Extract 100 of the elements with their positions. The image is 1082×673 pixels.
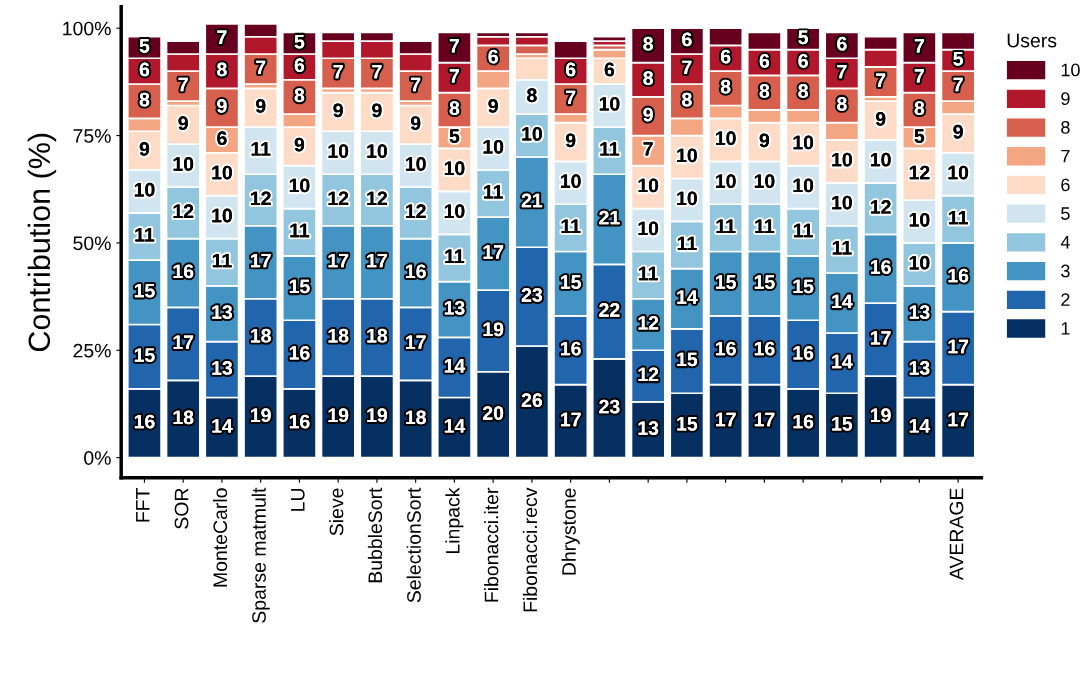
data-label: 9: [294, 137, 305, 152]
data-label: 12: [406, 204, 426, 218]
data-label: 12: [909, 165, 930, 180]
data-label: 11: [755, 219, 775, 233]
data-label: 15: [677, 352, 698, 367]
data-label: 17: [328, 253, 349, 268]
data-label: 15: [793, 279, 814, 294]
data-label: 12: [328, 191, 349, 206]
data-label: 10: [832, 152, 852, 167]
x-tick-label: Dhrystone: [561, 488, 580, 575]
y-tick-label: 50%: [73, 236, 111, 251]
data-label: 16: [173, 264, 194, 279]
data-label: 17: [716, 412, 736, 427]
data-label: 10: [909, 255, 930, 270]
x-tick-label: Fibonacci.iter: [484, 487, 499, 602]
data-label: 7: [217, 30, 227, 44]
data-label: 18: [328, 328, 349, 343]
data-label: 16: [561, 341, 581, 356]
data-label: 14: [832, 294, 853, 309]
data-label: 14: [832, 354, 853, 369]
data-label: 12: [251, 191, 271, 206]
data-label: 10: [134, 182, 155, 197]
data-label: 9: [178, 116, 188, 131]
data-label: 8: [449, 101, 460, 116]
data-label: 7: [449, 39, 459, 53]
legend-title: Users: [1007, 33, 1057, 48]
data-label: 17: [871, 331, 891, 345]
data-label: 16: [289, 346, 310, 360]
data-label: 11: [794, 223, 813, 238]
data-label: 17: [561, 412, 581, 427]
data-label: 14: [212, 419, 233, 433]
legend-label: 6: [1061, 178, 1070, 192]
data-label: 11: [251, 142, 271, 156]
legend-label: 5: [1061, 207, 1070, 220]
data-label: 20: [483, 406, 504, 420]
data-label: 10: [444, 161, 465, 176]
data-label: 18: [173, 410, 194, 425]
data-label: 6: [604, 62, 615, 77]
data-label: 14: [444, 419, 466, 433]
data-label: 17: [754, 412, 775, 427]
data-label: 8: [914, 101, 925, 116]
x-tick-label: Sparse matmult: [251, 487, 270, 623]
data-label: 17: [948, 412, 969, 427]
data-label: 12: [871, 200, 891, 214]
data-label: 6: [488, 49, 498, 64]
data-label: 10: [599, 96, 620, 111]
data-label: 10: [638, 221, 659, 236]
data-label: 7: [682, 60, 692, 75]
data-label: 10: [832, 195, 852, 210]
data-label: 11: [135, 228, 155, 242]
data-label: 15: [677, 417, 698, 431]
data-label: 7: [914, 69, 924, 83]
x-tick-label: Linpack: [445, 487, 464, 553]
data-label: 7: [411, 77, 421, 92]
data-label: 23: [521, 288, 543, 302]
data-label: 9: [875, 111, 886, 126]
data-label: 12: [638, 367, 659, 382]
data-label: 10: [522, 127, 542, 141]
data-label: 16: [948, 268, 969, 283]
data-label: 5: [139, 39, 150, 53]
x-tick-label: FFT: [136, 487, 150, 522]
data-label: 7: [333, 64, 343, 79]
data-label: 15: [561, 275, 581, 289]
data-label: 10: [716, 131, 736, 146]
data-label: 11: [484, 185, 503, 199]
data-label: 9: [333, 103, 343, 118]
data-label: 6: [217, 131, 227, 146]
data-label: 13: [638, 421, 659, 435]
data-label: 6: [294, 58, 305, 73]
legend-label: 3: [1061, 264, 1070, 278]
legend-label: 2: [1061, 293, 1070, 306]
data-label: 8: [294, 88, 305, 103]
x-tick-label: LU: [291, 489, 305, 511]
data-label: 10: [793, 135, 814, 150]
data-label: 7: [914, 39, 924, 53]
data-label: 9: [410, 116, 421, 131]
data-label: 14: [444, 359, 466, 373]
data-label: 14: [677, 290, 698, 304]
data-label: 17: [483, 245, 504, 259]
data-label: 11: [212, 253, 232, 268]
data-label: 10: [483, 139, 504, 154]
data-label: 6: [798, 54, 808, 68]
x-tick-label: BubbleSort: [367, 487, 383, 583]
x-tick-label: AVERAGE: [949, 488, 964, 581]
data-label: 13: [909, 305, 930, 320]
data-label: 5: [798, 30, 808, 45]
data-label: 17: [406, 335, 426, 349]
data-label: 8: [643, 36, 653, 51]
data-label: 9: [372, 103, 382, 118]
data-label: 11: [832, 241, 852, 255]
data-label: 15: [289, 279, 310, 294]
legend-label: 7: [1061, 149, 1070, 163]
y-tick-label: 100%: [63, 21, 111, 36]
data-label: 11: [716, 219, 736, 233]
data-label: 7: [372, 64, 382, 79]
data-label: 8: [798, 84, 808, 98]
data-label: 10: [793, 178, 814, 193]
data-label: 5: [953, 52, 963, 66]
data-label: 16: [289, 414, 310, 429]
data-label: 17: [173, 335, 194, 349]
